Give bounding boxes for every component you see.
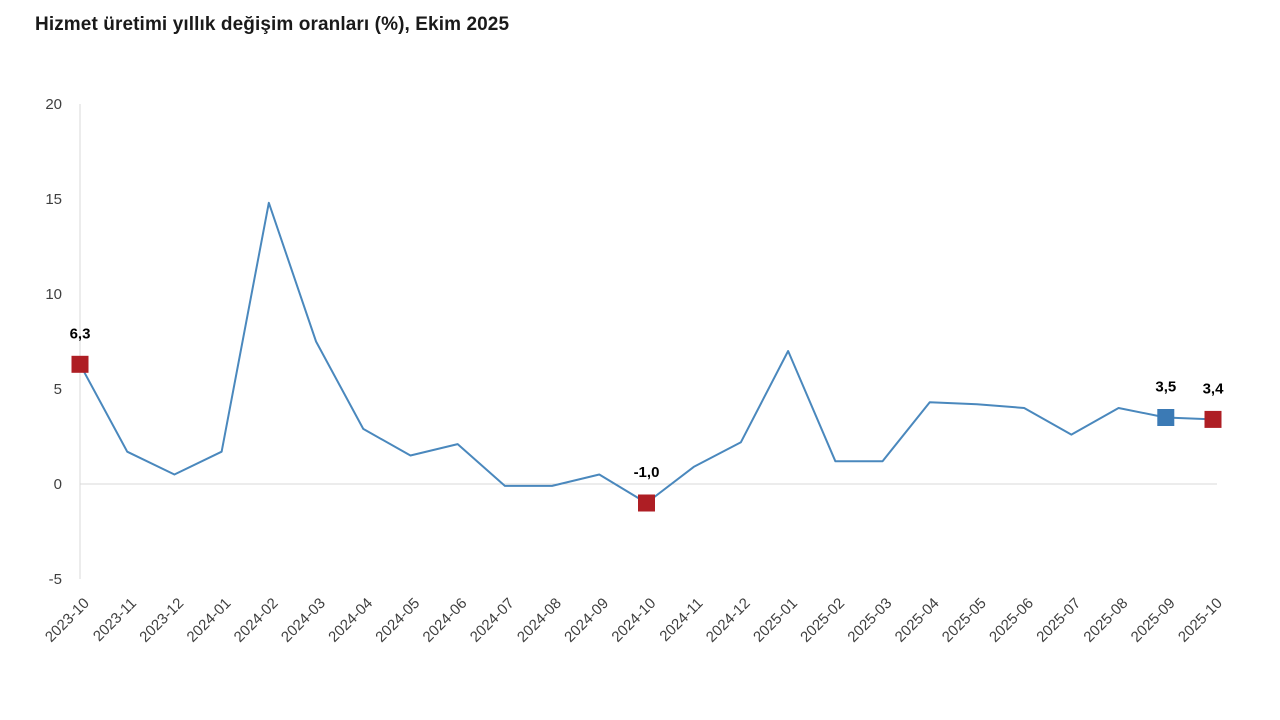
x-tick-label: 2024-01 — [183, 595, 234, 646]
x-tick-label: 2025-05 — [939, 595, 990, 646]
y-tick-label: 20 — [45, 96, 62, 113]
x-tick-label: 2023-12 — [136, 595, 187, 646]
x-tick-label: 2025-09 — [1128, 595, 1179, 646]
x-tick-label: 2025-08 — [1080, 595, 1131, 646]
x-tick-label: 2024-10 — [608, 595, 659, 646]
data-point-label: 3,4 — [1203, 380, 1225, 397]
x-tick-label: 2025-04 — [892, 595, 943, 646]
data-point-label: 6,3 — [70, 325, 91, 342]
x-tick-label: 2023-11 — [90, 595, 140, 645]
x-tick-label: 2024-09 — [561, 595, 612, 646]
x-tick-label: 2024-03 — [278, 595, 329, 646]
x-tick-label: 2025-02 — [797, 595, 848, 646]
series-line — [79, 201, 1214, 504]
y-tick-label: -5 — [49, 571, 62, 588]
x-tick-label: 2024-12 — [703, 595, 754, 646]
data-point-label: 3,5 — [1155, 379, 1176, 396]
x-tick-label: 2024-02 — [231, 595, 282, 646]
x-tick-label: 2024-04 — [325, 595, 376, 646]
x-tick-label: 2024-06 — [420, 595, 471, 646]
x-tick-label: 2024-05 — [372, 595, 423, 646]
x-tick-label: 2024-07 — [467, 595, 518, 646]
chart-title: Hizmet üretimi yıllık değişim oranları (… — [35, 14, 510, 35]
data-point-marker — [1157, 409, 1175, 426]
y-tick-label: 5 — [54, 381, 62, 398]
x-tick-label: 2025-06 — [986, 595, 1037, 646]
x-tick-label: 2025-01 — [750, 595, 801, 646]
x-tick-label: 2025-07 — [1033, 595, 1084, 646]
y-tick-label: 0 — [54, 476, 62, 493]
x-tick-label: 2025-10 — [1175, 595, 1226, 646]
data-point-marker — [71, 355, 89, 373]
data-point-marker — [638, 494, 655, 512]
x-tick-label: 2023-10 — [42, 595, 93, 646]
x-tick-label: 2025-03 — [844, 595, 895, 646]
x-tick-label: 2024-08 — [514, 595, 565, 646]
y-tick-label: 15 — [45, 191, 62, 208]
data-point-label: -1,0 — [634, 464, 660, 481]
data-point-marker — [1204, 410, 1222, 428]
x-tick-label: 2024-11 — [656, 595, 706, 645]
y-tick-label: 10 — [45, 286, 62, 303]
